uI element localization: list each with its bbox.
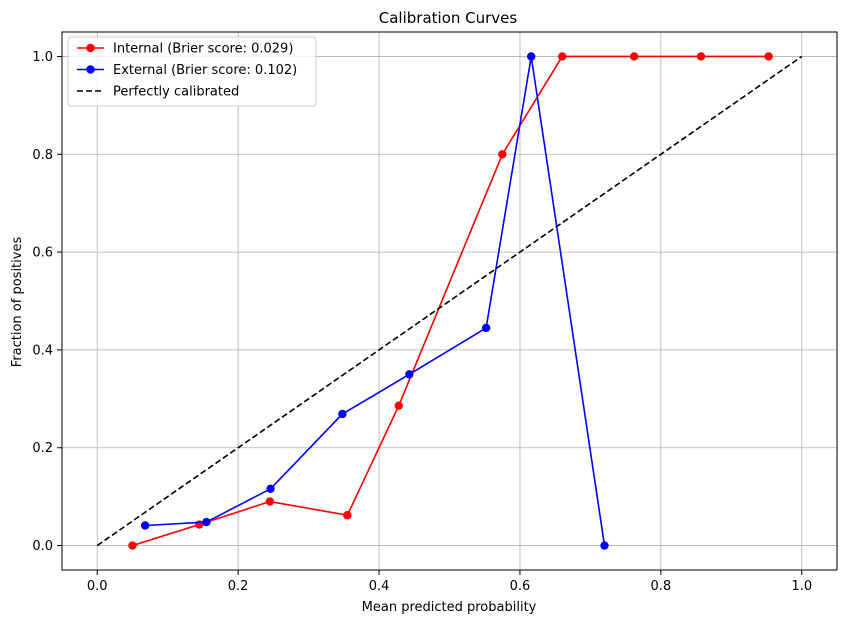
x-tick-label: 1.0 [791, 579, 812, 594]
data-point [558, 52, 567, 61]
legend-entry: Perfectly calibrated [77, 85, 239, 100]
legend-entry: Internal (Brier score: 0.029) [77, 42, 293, 57]
data-point [394, 401, 403, 410]
legend-label: Internal (Brier score: 0.029) [113, 42, 293, 57]
series-line [145, 55, 606, 546]
legend-entry: External (Brier score: 0.102) [77, 63, 297, 78]
legend: Internal (Brier score: 0.029) External (B… [67, 36, 317, 107]
x-tick-label: 0.4 [369, 579, 390, 594]
legend-marker [86, 43, 95, 53]
y-tick-label: 1.0 [32, 50, 53, 65]
legend-box [67, 36, 317, 107]
series-1 [140, 52, 609, 550]
x-tick-label: 0.8 [651, 579, 672, 594]
series-line [132, 55, 769, 547]
series-layer [96, 52, 803, 550]
data-point [481, 323, 491, 333]
data-point [600, 541, 609, 550]
y-axis: 0.0 0.2 0.4 0.6 0.8 1.0 [32, 50, 62, 554]
data-point [265, 497, 275, 506]
data-point [202, 517, 211, 527]
series-0 [128, 52, 773, 550]
plot-area [61, 31, 838, 571]
data-point [527, 52, 536, 61]
y-tick-label: 0.6 [32, 246, 53, 261]
data-point [128, 541, 137, 550]
y-axis-label: Fraction of positives [10, 237, 25, 368]
legend-label: External (Brier score: 0.102) [113, 63, 297, 78]
x-tick-label: 0.0 [87, 579, 108, 594]
x-axis: 0.0 0.2 0.4 0.6 0.8 1.0 [87, 570, 812, 594]
x-axis-label: Mean predicted probability [362, 600, 537, 615]
data-point [629, 52, 639, 61]
y-tick-label: 0.8 [32, 148, 53, 163]
legend-marker [86, 65, 95, 74]
data-point [266, 484, 275, 494]
x-tick-label: 0.6 [510, 579, 531, 594]
y-tick-label: 0.0 [32, 539, 53, 554]
data-point [696, 52, 706, 61]
data-point [498, 150, 507, 159]
series-line [96, 55, 803, 547]
data-point [405, 370, 414, 379]
series-2 [96, 55, 803, 547]
data-point [764, 52, 773, 61]
data-point [140, 521, 150, 530]
chart-title: Calibration Curves [379, 9, 518, 27]
legend-label: Perfectly calibrated [113, 85, 239, 100]
x-tick-label: 0.2 [228, 579, 249, 594]
data-point [338, 409, 347, 419]
y-tick-label: 0.2 [32, 441, 53, 456]
data-point [343, 511, 352, 520]
y-tick-label: 0.4 [32, 343, 53, 358]
